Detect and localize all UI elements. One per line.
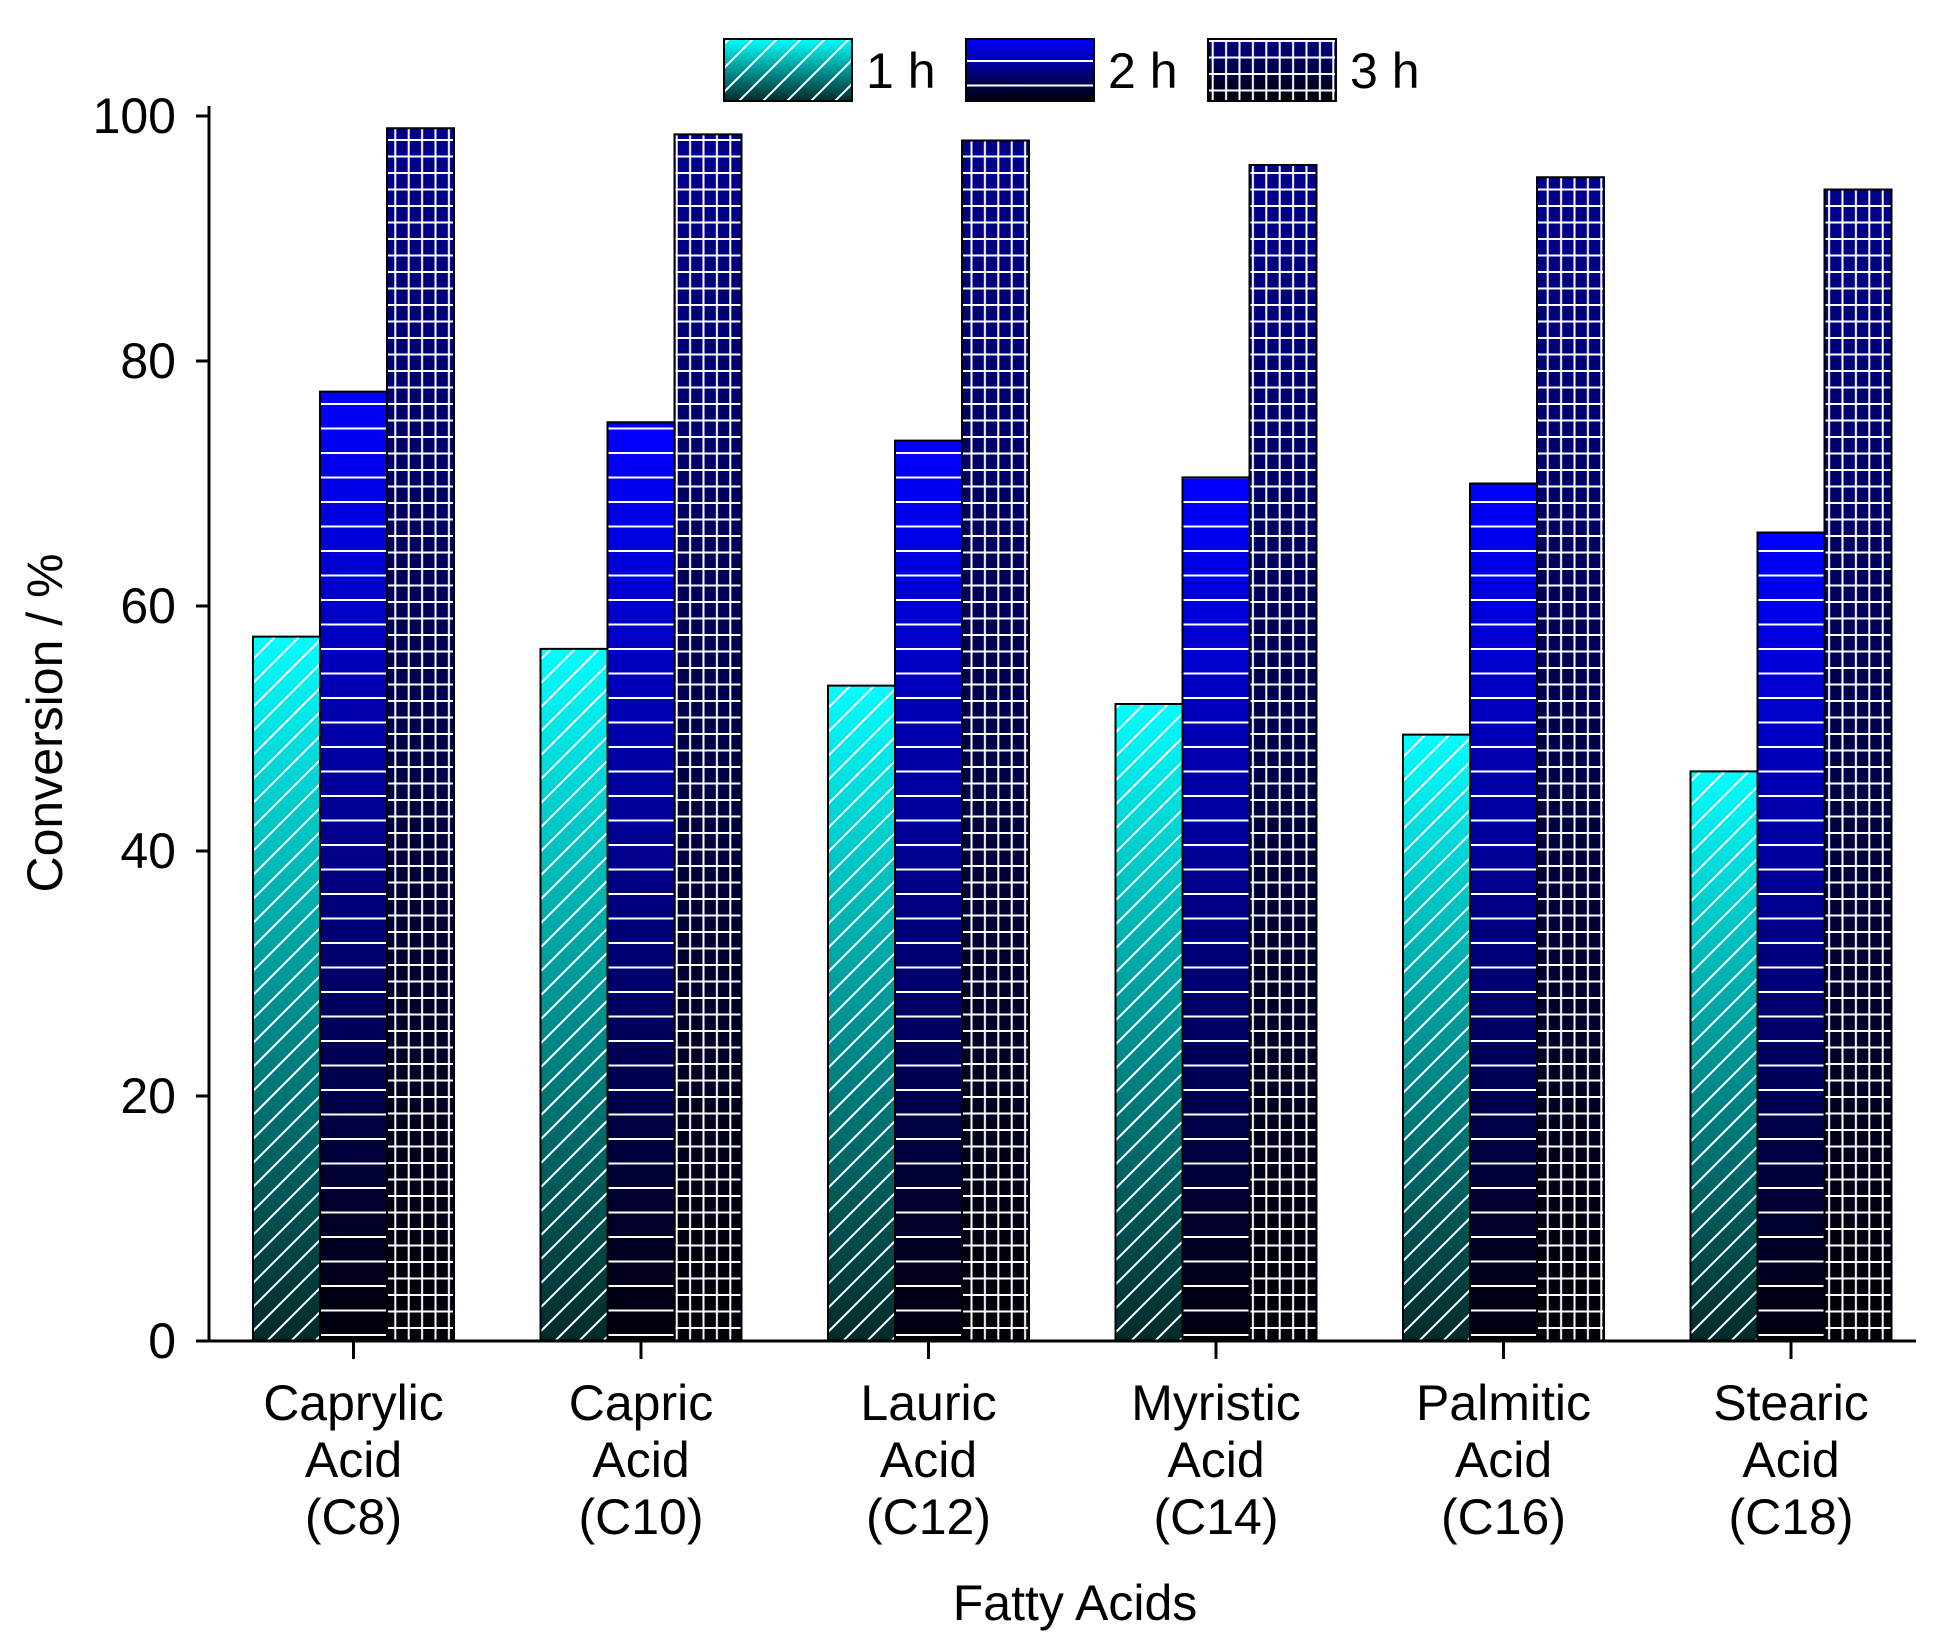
legend-item-3h: 3 h — [1207, 38, 1420, 102]
bar-2h-3 — [1181, 476, 1251, 1342]
bar-2h-2 — [894, 439, 963, 1342]
bar-2h-1 — [606, 421, 676, 1342]
bar-2h-4 — [1469, 482, 1538, 1342]
bar-1h-2 — [827, 684, 896, 1342]
bar-1h-4 — [1402, 733, 1471, 1342]
bars-group — [252, 127, 1893, 1342]
x-tick-label: Palmitic Acid (C16) — [1416, 1375, 1591, 1545]
bar-3h-5 — [1823, 188, 1893, 1342]
bar-3h-2 — [961, 139, 1030, 1342]
bar-2h-5 — [1756, 531, 1826, 1342]
x-tick-label: Stearic Acid (C18) — [1713, 1375, 1869, 1545]
x-ticks: Caprylic Acid (C8) Capric Acid (C10) Lauric Aci… — [263, 1341, 1869, 1545]
x-axis-title: Fatty Acids — [953, 1575, 1198, 1631]
bar-2h-0 — [319, 390, 388, 1342]
x-tick-label: Caprylic Acid (C8) — [263, 1375, 444, 1545]
legend-item-2h: 2 h — [965, 38, 1178, 102]
legend-label: 2 h — [1108, 43, 1178, 99]
bar-1h-0 — [252, 635, 321, 1342]
legend-label: 3 h — [1350, 43, 1420, 99]
x-tick-label: Lauric Acid (C12) — [860, 1375, 996, 1545]
y-axis-title: Conversion / % — [17, 553, 73, 892]
x-tick-label: Myristic Acid (C14) — [1131, 1375, 1300, 1545]
y-tick-label: 20 — [120, 1068, 176, 1124]
bar-3h-3 — [1248, 164, 1318, 1342]
bar-3h-0 — [386, 127, 455, 1342]
y-tick-label: 80 — [120, 333, 176, 389]
bar-1h-1 — [539, 647, 609, 1342]
y-tick-label: 0 — [148, 1313, 176, 1369]
y-tick-label: 40 — [120, 823, 176, 879]
bar-3h-1 — [673, 133, 743, 1342]
x-tick-label: Capric Acid (C10) — [569, 1375, 713, 1545]
legend-item-1h: 1 h — [723, 38, 936, 102]
axes-group — [207, 106, 1916, 1343]
bar-3h-4 — [1536, 176, 1605, 1342]
legend: 1 h 2 h 3 h — [723, 38, 1420, 102]
y-ticks: 0 20 40 60 80 100 — [93, 88, 209, 1369]
y-tick-label: 100 — [93, 88, 176, 144]
legend-label: 1 h — [866, 43, 936, 99]
bar-1h-3 — [1114, 703, 1184, 1342]
y-tick-label: 60 — [120, 578, 176, 634]
bar-1h-5 — [1689, 770, 1759, 1342]
